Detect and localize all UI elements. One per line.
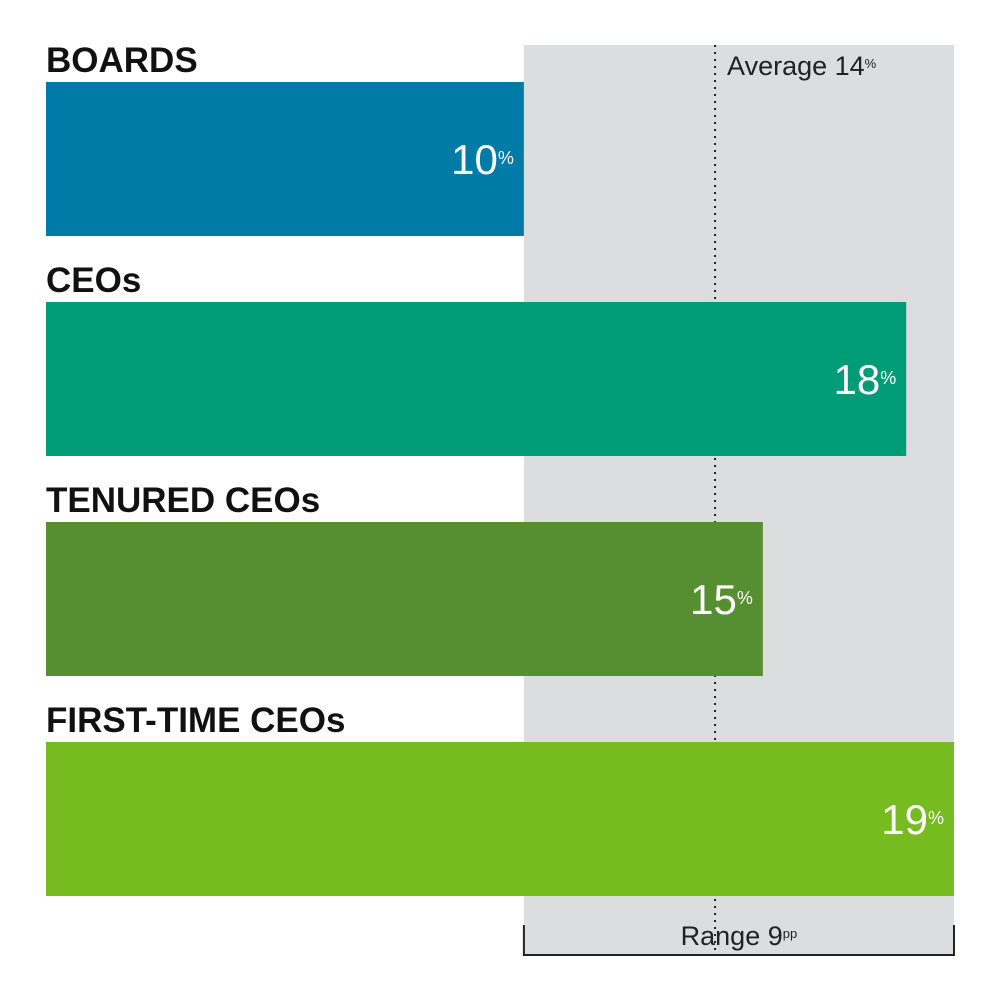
data-label-unit: % <box>498 148 514 168</box>
range-label-text: Range 9 <box>681 921 783 951</box>
bar <box>46 522 763 676</box>
data-label: 19% <box>881 796 944 843</box>
average-label-text: Average 14 <box>727 51 865 81</box>
bar <box>46 742 954 896</box>
bar <box>46 82 524 236</box>
range-label-unit: pp <box>783 926 797 941</box>
average-label-unit: % <box>865 56 877 71</box>
data-label-value: 15 <box>690 576 737 623</box>
data-label: 15% <box>690 576 753 623</box>
data-label: 10% <box>451 136 514 183</box>
data-label-value: 19 <box>881 796 928 843</box>
category-label: FIRST-TIME CEOs <box>46 701 345 740</box>
data-label: 18% <box>833 356 896 403</box>
range-bracket <box>522 925 955 956</box>
category-label: TENURED CEOs <box>46 481 320 520</box>
data-label-value: 10 <box>451 136 498 183</box>
category-label: BOARDS <box>46 41 198 80</box>
category-label: CEOs <box>46 261 141 300</box>
average-label: Average 14% <box>727 51 877 81</box>
data-label-unit: % <box>928 808 944 828</box>
data-label-unit: % <box>880 368 896 388</box>
data-label-unit: % <box>737 588 753 608</box>
data-label-value: 18 <box>833 356 880 403</box>
range-label: Range 9pp <box>681 921 798 951</box>
bar <box>46 302 907 456</box>
